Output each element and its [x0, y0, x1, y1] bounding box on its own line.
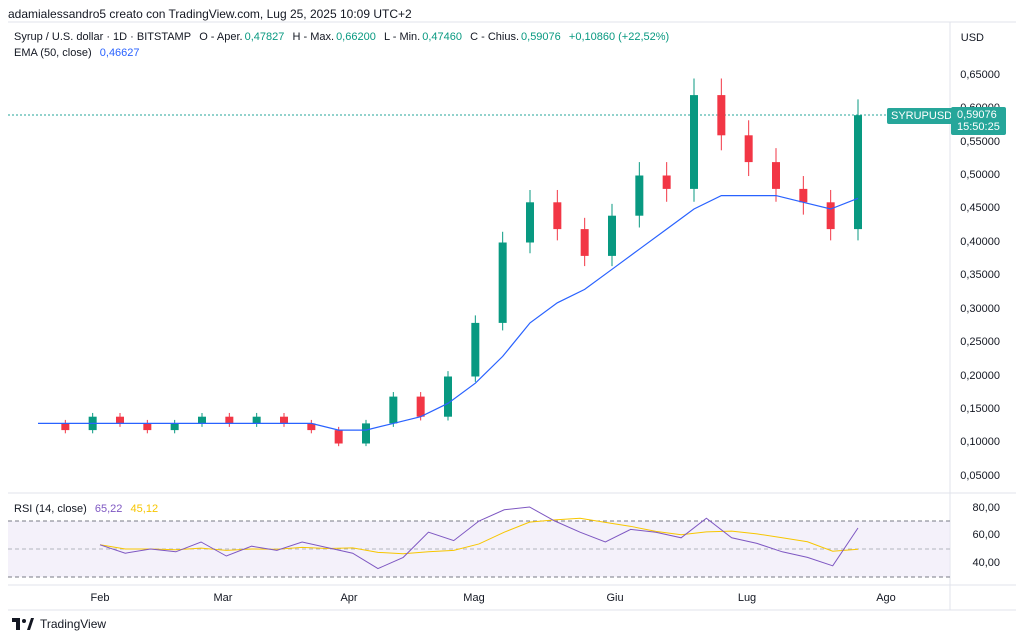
candle-body	[444, 376, 452, 417]
tradingview-logo-icon	[12, 618, 34, 630]
legend-symbol[interactable]: Syrup / U.S. dollar · 1D · BITSTAMP	[14, 31, 192, 43]
time-tick: Mag	[463, 592, 485, 604]
ema-line	[38, 195, 859, 431]
candle-body	[61, 423, 70, 431]
last-price-box: 0,59076 15:50:25	[951, 107, 1006, 135]
candle-body	[662, 175, 671, 189]
time-tick: Giu	[606, 592, 624, 604]
time-tick: Ago	[876, 592, 896, 604]
candle-body	[635, 175, 644, 216]
candle-body	[170, 423, 179, 431]
candle-body	[526, 202, 534, 243]
rsi-line	[99, 506, 859, 570]
price-tick: 0,55000	[960, 136, 1000, 148]
ticker-tag: SYRUPUSD	[887, 108, 957, 124]
candle-body	[252, 416, 261, 424]
rsi-label: RSI (14, close)	[14, 503, 87, 515]
legend-open: 0,47827	[244, 31, 285, 43]
footer: TradingView	[12, 617, 106, 631]
price-tick: 0,35000	[960, 269, 1000, 281]
ema-label: EMA (50, close)	[14, 47, 92, 59]
time-tick: Lug	[737, 592, 757, 604]
price-tick: 0,65000	[960, 69, 1000, 81]
price-tick: 0,30000	[960, 303, 1000, 315]
legend-low-label: L - Min.	[383, 31, 421, 43]
candle-body	[143, 423, 152, 431]
candle-body	[362, 423, 370, 444]
candle-body	[471, 322, 480, 377]
legend-change: +0,10860 (+22,52%)	[568, 31, 670, 43]
price-tick: 0,45000	[960, 202, 1000, 214]
candle-body	[334, 430, 343, 444]
legend-open-label: O - Aper.	[199, 31, 243, 43]
candle-body	[389, 396, 398, 424]
candle-body	[717, 95, 726, 136]
rsi-ma-value: 45,12	[130, 503, 159, 515]
header-text: adamialessandro5 creato con TradingView.…	[8, 7, 412, 21]
candle-body	[280, 416, 288, 424]
candle-body	[198, 416, 206, 424]
candle-body	[498, 242, 507, 323]
rsi-value: 65,22	[94, 503, 123, 515]
price-tick: 0,10000	[960, 436, 1000, 448]
candle-body	[854, 115, 862, 230]
ema-value: 0,46627	[99, 47, 140, 59]
candle-body	[580, 229, 589, 256]
price-tick: 0,25000	[960, 336, 1000, 348]
candle-body	[772, 162, 780, 189]
price-tick: 0,40000	[960, 236, 1000, 248]
time-tick: Mar	[213, 592, 233, 604]
time-tick: Feb	[90, 592, 110, 604]
legend-main: Syrup / U.S. dollar · 1D · BITSTAMP O - …	[14, 31, 671, 43]
candle-body	[608, 215, 616, 256]
rsi-ma-line	[99, 517, 859, 555]
countdown: 15:50:25	[957, 121, 1000, 133]
legend-high: 0,66200	[336, 31, 376, 43]
time-tick: Apr	[340, 592, 358, 604]
rsi-tick: 40,00	[972, 557, 1000, 569]
legend-high-label: H - Max.	[292, 31, 335, 43]
currency-label[interactable]: USD	[960, 32, 984, 44]
price-tick: 0,50000	[960, 169, 1000, 181]
candle-body	[416, 396, 425, 417]
rsi-tick: 80,00	[972, 502, 1000, 514]
candle-body	[553, 202, 562, 230]
candle-body	[799, 188, 808, 203]
price-tick: 0,15000	[960, 403, 1000, 415]
candle-body	[744, 135, 753, 163]
last-price: 0,59076	[957, 109, 997, 121]
rsi-legend[interactable]: RSI (14, close) 65,22 45,12	[14, 503, 160, 515]
candle-body	[826, 202, 835, 230]
legend-low: 0,47460	[422, 31, 462, 43]
legend-close-label: C - Chius.	[470, 31, 520, 43]
footer-brand[interactable]: TradingView	[40, 617, 107, 631]
candle-body	[690, 95, 698, 189]
legend-ema[interactable]: EMA (50, close) 0,46627	[14, 47, 142, 59]
price-tick: 0,20000	[960, 370, 1000, 382]
candle-body	[225, 416, 234, 424]
candle-body	[116, 416, 124, 424]
legend-close: 0,59076	[521, 31, 561, 43]
candles-group	[61, 78, 862, 447]
price-tick: 0,05000	[960, 470, 1000, 482]
rsi-tick: 60,00	[972, 529, 1000, 541]
candle-body	[307, 423, 316, 431]
